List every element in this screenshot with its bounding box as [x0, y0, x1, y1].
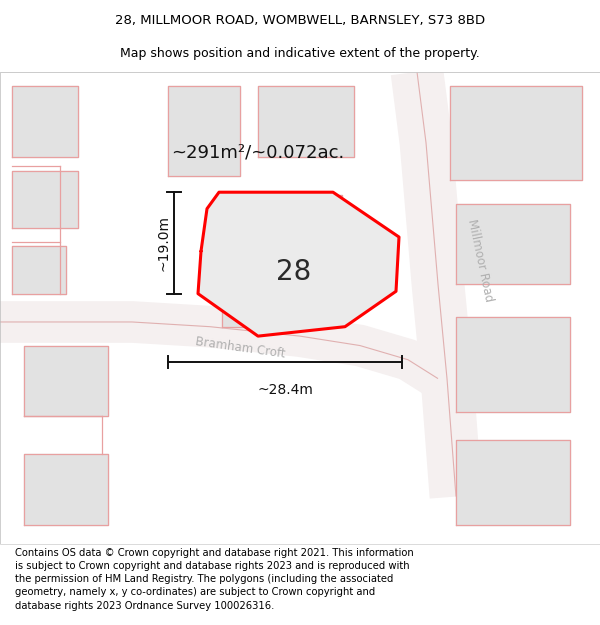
Text: 28, MILLMOOR ROAD, WOMBWELL, BARNSLEY, S73 8BD: 28, MILLMOOR ROAD, WOMBWELL, BARNSLEY, S…: [115, 14, 485, 28]
Polygon shape: [12, 86, 78, 157]
Polygon shape: [24, 346, 108, 416]
Polygon shape: [198, 192, 399, 336]
Polygon shape: [450, 86, 582, 181]
Text: ~291m²/~0.072ac.: ~291m²/~0.072ac.: [172, 143, 344, 161]
Polygon shape: [456, 204, 570, 284]
Text: ~28.4m: ~28.4m: [257, 383, 313, 398]
Polygon shape: [258, 86, 354, 157]
Text: ~19.0m: ~19.0m: [156, 215, 170, 271]
Polygon shape: [12, 246, 66, 294]
Polygon shape: [168, 86, 240, 176]
Polygon shape: [456, 440, 570, 525]
Text: Millmoor Road: Millmoor Road: [465, 218, 495, 303]
Text: Contains OS data © Crown copyright and database right 2021. This information
is : Contains OS data © Crown copyright and d…: [15, 548, 414, 611]
Polygon shape: [12, 171, 78, 227]
Polygon shape: [24, 454, 108, 525]
Text: 28: 28: [277, 258, 311, 286]
Text: Map shows position and indicative extent of the property.: Map shows position and indicative extent…: [120, 47, 480, 60]
Text: Bramham Croft: Bramham Croft: [194, 335, 286, 361]
Polygon shape: [222, 194, 342, 327]
Polygon shape: [456, 318, 570, 412]
